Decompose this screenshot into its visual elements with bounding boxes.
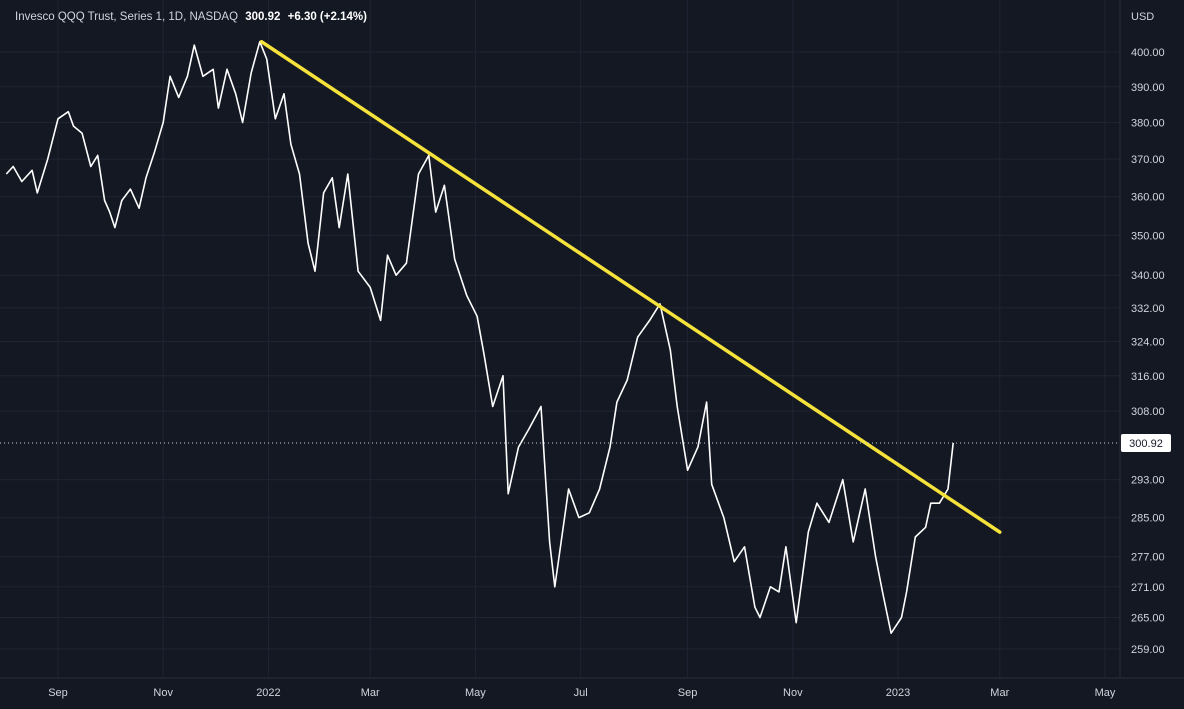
y-tick-label: 259.00 — [1131, 644, 1165, 656]
x-tick-label: Nov — [783, 687, 803, 699]
x-tick-label: Nov — [153, 687, 173, 699]
x-tick-label: May — [1095, 687, 1116, 699]
x-tick-label: Mar — [361, 687, 380, 699]
x-tick-label: Sep — [678, 687, 698, 699]
y-tick-label: 340.00 — [1131, 270, 1165, 282]
y-tick-label: 265.00 — [1131, 613, 1165, 625]
y-tick-label: 370.00 — [1131, 154, 1165, 166]
last-price: 300.92 — [245, 11, 281, 23]
y-tick-label: 316.00 — [1131, 371, 1165, 383]
price-series-line — [5, 40, 954, 634]
y-tick-label: 380.00 — [1131, 117, 1165, 129]
x-tick-label: Jul — [574, 687, 588, 699]
x-tick-label: 2022 — [256, 687, 280, 699]
y-tick-label: 277.00 — [1131, 552, 1165, 564]
y-tick-label: 400.00 — [1131, 47, 1165, 59]
price-change: +6.30 (+2.14%) — [287, 11, 367, 23]
y-tick-label: 271.00 — [1131, 582, 1165, 594]
y-tick-label: 360.00 — [1131, 192, 1165, 204]
x-tick-label: May — [465, 687, 486, 699]
y-tick-label: 390.00 — [1131, 82, 1165, 94]
y-tick-label: 308.00 — [1131, 406, 1165, 418]
y-tick-label: 285.00 — [1131, 513, 1165, 525]
y-tick-label: 332.00 — [1131, 303, 1165, 315]
x-tick-label: Mar — [990, 687, 1009, 699]
x-tick-label: 2023 — [886, 687, 910, 699]
x-tick-label: Sep — [48, 687, 68, 699]
y-tick-label: 350.00 — [1131, 230, 1165, 242]
y-tick-label: 293.00 — [1131, 475, 1165, 487]
symbol-header: Invesco QQQ Trust, Series 1, 1D, NASDAQ … — [15, 11, 367, 23]
last-price-label: 300.92 — [1129, 438, 1163, 450]
currency-label: USD — [1131, 11, 1155, 23]
symbol-title: Invesco QQQ Trust, Series 1, 1D, NASDAQ — [15, 11, 239, 23]
last-price-label-box — [1121, 433, 1171, 452]
y-tick-label: 324.00 — [1131, 336, 1165, 348]
trendline[interactable] — [259, 39, 1002, 534]
